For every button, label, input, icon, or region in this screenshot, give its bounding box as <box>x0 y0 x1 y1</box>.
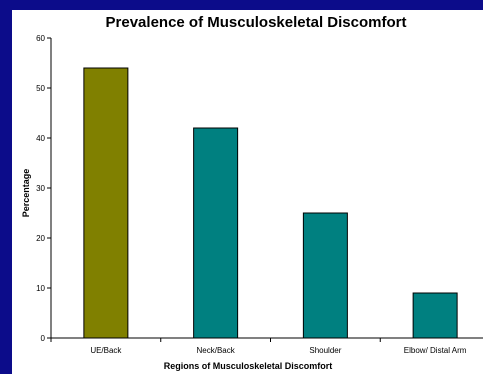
chart-frame: Prevalence of Musculoskeletal Discomfort… <box>12 10 483 374</box>
y-tick-label: 60 <box>36 34 45 43</box>
y-axis-title: Percentage <box>21 169 31 218</box>
y-axis: 0 10 20 30 40 50 60 <box>36 34 52 343</box>
x-axis: UE/Back Neck/Back Shoulder Elbow/ Distal Ar… <box>50 337 483 355</box>
x-axis-title: Regions of Musculoskeletal Discomfort <box>164 361 333 371</box>
y-tick-label: 0 <box>41 334 46 343</box>
x-tick-label: Elbow/ Distal Arm <box>404 346 467 355</box>
bar-shoulder <box>302 212 348 339</box>
bar-neck-back <box>193 127 239 339</box>
bar-elbow-distal-arm <box>412 292 458 339</box>
y-tick-label: 10 <box>36 284 45 293</box>
y-tick-label: 30 <box>36 184 45 193</box>
y-tick-label: 20 <box>36 234 45 243</box>
chart-title: Prevalence of Musculoskeletal Discomfort <box>106 14 407 31</box>
bar-ue-back <box>83 67 129 339</box>
x-tick-label: Neck/Back <box>197 346 236 355</box>
bars <box>83 67 458 339</box>
y-tick-label: 40 <box>36 134 45 143</box>
x-tick-label: UE/Back <box>90 346 122 355</box>
bar-chart: Prevalence of Musculoskeletal Discomfort… <box>21 14 483 371</box>
x-tick-label: Shoulder <box>309 346 341 355</box>
y-tick-label: 50 <box>36 84 45 93</box>
